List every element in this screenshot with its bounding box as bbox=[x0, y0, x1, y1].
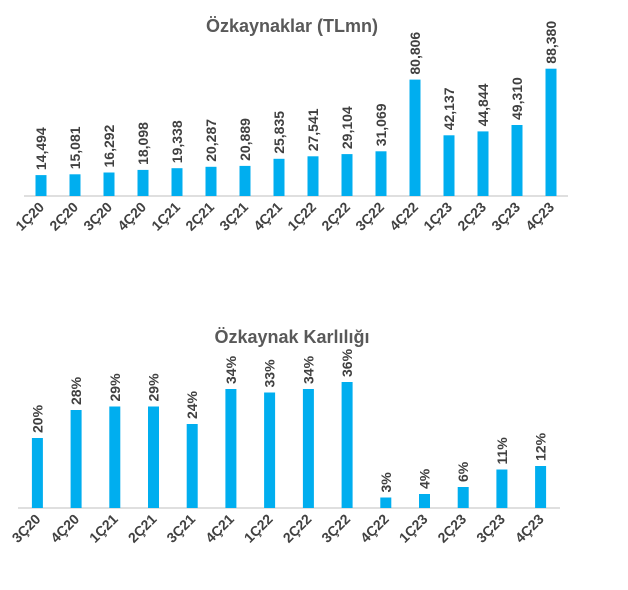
data-label: 27,541 bbox=[305, 108, 321, 151]
bar bbox=[70, 410, 82, 508]
x-tick-label: 1Ç21 bbox=[148, 199, 183, 234]
data-label: 31,069 bbox=[373, 103, 389, 146]
x-tick-label: 4Ç21 bbox=[202, 511, 237, 546]
data-label: 6% bbox=[455, 461, 471, 482]
data-label: 19,338 bbox=[169, 120, 185, 163]
x-tick-label: 3Ç21 bbox=[163, 511, 198, 546]
x-tick-label: 2Ç21 bbox=[182, 199, 217, 234]
bar bbox=[341, 382, 353, 508]
data-label: 11% bbox=[494, 437, 510, 465]
x-tick-label: 4Ç23 bbox=[522, 199, 557, 234]
data-label: 36% bbox=[339, 348, 355, 377]
roe-chart: Özkaynak Karlılığı 20% 3Ç20 28% 4Ç20 29% 1Ç21… bbox=[9, 327, 560, 546]
data-label: 28% bbox=[68, 376, 84, 405]
data-label: 33% bbox=[262, 359, 278, 388]
equity-chart: Özkaynaklar (TLmn) 14,494 1Ç20 15,081 2Ç20 1… bbox=[12, 16, 568, 234]
bar bbox=[545, 68, 557, 196]
x-tick-label: 1Ç21 bbox=[86, 511, 121, 546]
data-label: 29% bbox=[107, 373, 123, 402]
bar bbox=[341, 154, 353, 196]
data-label: 20,889 bbox=[237, 118, 253, 161]
bar bbox=[205, 166, 217, 196]
x-tick-label: 2Ç21 bbox=[125, 511, 160, 546]
bar bbox=[477, 131, 489, 196]
x-tick-label: 4Ç20 bbox=[47, 511, 82, 546]
x-tick-label: 3Ç21 bbox=[216, 199, 251, 234]
data-label: 29% bbox=[146, 373, 162, 402]
x-tick-label: 2Ç20 bbox=[46, 199, 81, 234]
data-label: 80,806 bbox=[407, 32, 423, 75]
x-tick-label: 4Ç20 bbox=[114, 199, 149, 234]
x-tick-label: 3Ç20 bbox=[80, 199, 115, 234]
bar bbox=[443, 135, 455, 196]
x-tick-label: 4Ç23 bbox=[512, 511, 547, 546]
x-tick-label: 3Ç22 bbox=[352, 199, 387, 234]
x-tick-label: 1Ç22 bbox=[284, 199, 319, 234]
bar bbox=[419, 494, 430, 508]
x-tick-label: 3Ç23 bbox=[488, 199, 523, 234]
bar bbox=[69, 174, 81, 196]
data-label: 3% bbox=[378, 472, 394, 493]
x-tick-label: 3Ç23 bbox=[473, 511, 508, 546]
x-tick-label: 2Ç22 bbox=[318, 199, 353, 234]
bar bbox=[109, 406, 121, 508]
data-label: 25,835 bbox=[271, 111, 287, 154]
data-label: 24% bbox=[184, 390, 200, 419]
x-tick-label: 3Ç20 bbox=[9, 511, 44, 546]
bar bbox=[307, 156, 319, 196]
bar bbox=[148, 406, 159, 508]
data-label: 16,292 bbox=[101, 124, 117, 167]
bar bbox=[239, 165, 251, 196]
bar bbox=[380, 497, 392, 508]
bar bbox=[302, 389, 314, 508]
x-tick-label: 1Ç20 bbox=[12, 199, 47, 234]
bar bbox=[171, 168, 183, 196]
x-tick-label: 4Ç22 bbox=[357, 511, 392, 546]
data-label: 4% bbox=[417, 468, 433, 489]
bar bbox=[273, 158, 285, 196]
bar bbox=[535, 466, 547, 508]
data-label: 29,104 bbox=[339, 106, 355, 149]
bar bbox=[511, 125, 523, 196]
data-label: 34% bbox=[223, 355, 239, 384]
data-label: 88,380 bbox=[543, 21, 559, 64]
bar bbox=[31, 438, 43, 508]
chart-title: Özkaynaklar (TLmn) bbox=[206, 16, 378, 36]
data-label: 18,098 bbox=[135, 122, 151, 165]
x-tick-label: 4Ç21 bbox=[250, 199, 285, 234]
data-label: 14,494 bbox=[33, 127, 49, 170]
x-tick-label: 4Ç22 bbox=[386, 199, 421, 234]
bar bbox=[35, 175, 47, 196]
bar bbox=[375, 151, 387, 196]
bar bbox=[225, 389, 237, 508]
bar bbox=[103, 172, 115, 196]
bar bbox=[496, 469, 508, 508]
x-tick-label: 2Ç23 bbox=[434, 511, 469, 546]
x-tick-label: 2Ç23 bbox=[454, 199, 489, 234]
bar bbox=[409, 79, 421, 196]
data-label: 42,137 bbox=[441, 87, 457, 130]
chart-title: Özkaynak Karlılığı bbox=[214, 327, 369, 347]
data-label: 20,287 bbox=[203, 119, 219, 162]
data-label: 49,310 bbox=[509, 77, 525, 120]
bar bbox=[457, 487, 469, 508]
data-label: 34% bbox=[300, 355, 316, 384]
bar bbox=[137, 169, 149, 196]
bar bbox=[186, 424, 198, 508]
x-tick-label: 1Ç23 bbox=[396, 511, 431, 546]
x-tick-label: 1Ç22 bbox=[241, 511, 276, 546]
data-label: 15,081 bbox=[67, 126, 83, 169]
data-label: 20% bbox=[29, 404, 45, 433]
data-label: 12% bbox=[533, 432, 549, 461]
x-tick-label: 1Ç23 bbox=[420, 199, 455, 234]
bar bbox=[264, 392, 276, 508]
x-tick-label: 2Ç22 bbox=[280, 511, 315, 546]
x-tick-label: 3Ç22 bbox=[318, 511, 353, 546]
data-label: 44,844 bbox=[475, 83, 491, 126]
